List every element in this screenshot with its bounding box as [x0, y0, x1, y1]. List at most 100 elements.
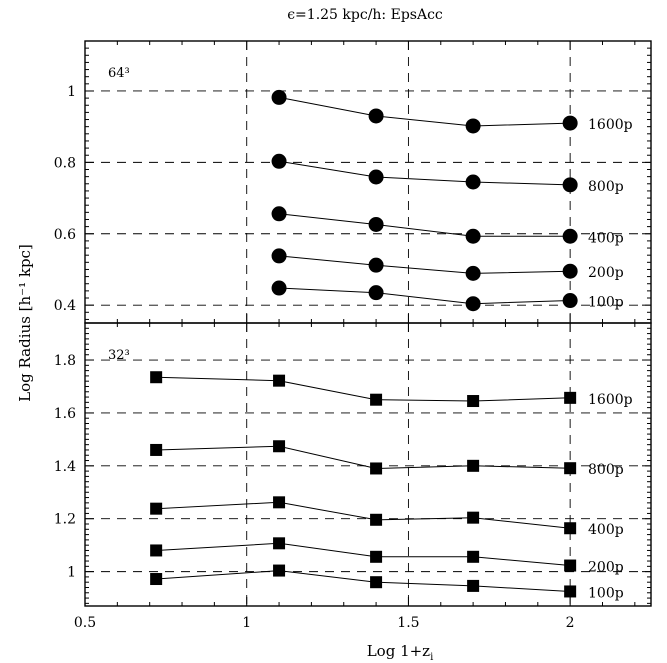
- series-label: 1600p: [588, 117, 633, 133]
- series-line: [279, 255, 571, 274]
- data-point: [465, 296, 481, 312]
- x-tick-label: 1: [242, 615, 251, 631]
- data-point: [271, 89, 287, 105]
- data-point: [150, 371, 163, 384]
- series-100p: 100p: [150, 564, 624, 601]
- data-point: [467, 459, 480, 472]
- y-axis-title: Log Radius [h⁻¹ kpc]: [16, 244, 34, 402]
- data-point: [370, 393, 383, 406]
- data-point: [150, 544, 163, 557]
- x-tick-label: 0.5: [74, 615, 96, 631]
- data-point: [562, 115, 578, 131]
- series-line: [156, 376, 571, 402]
- panel-frame: [84, 322, 652, 607]
- data-point: [273, 496, 286, 509]
- series-line: [279, 287, 571, 305]
- data-point: [564, 522, 577, 535]
- y-tick-label: 1.2: [54, 512, 76, 528]
- series-line: [156, 445, 571, 470]
- y-tick-label: 0.4: [54, 298, 76, 314]
- y-tick-label: 1.8: [54, 353, 76, 369]
- data-point: [562, 228, 578, 244]
- data-point: [465, 265, 481, 281]
- series-label: 400p: [588, 522, 624, 538]
- data-point: [150, 502, 163, 515]
- data-point: [271, 280, 287, 296]
- data-point: [465, 118, 481, 134]
- y-tick-label: 0.6: [54, 227, 76, 243]
- data-point: [564, 559, 577, 572]
- series-1600p: 1600p: [150, 371, 633, 408]
- series-line: [156, 542, 571, 566]
- x-tick-label: 1.5: [397, 615, 419, 631]
- series-200p: 200p: [271, 248, 624, 281]
- data-point: [273, 537, 286, 550]
- x-axis-title-subscript: i: [430, 652, 433, 663]
- series-400p: 400p: [150, 496, 624, 538]
- data-point: [562, 263, 578, 279]
- data-point: [467, 395, 480, 408]
- data-point: [271, 206, 287, 222]
- series-label: 100p: [588, 585, 624, 601]
- data-point: [370, 576, 383, 589]
- data-point: [273, 440, 286, 453]
- data-point: [370, 550, 383, 563]
- data-point: [150, 443, 163, 456]
- series-label: 800p: [588, 462, 624, 478]
- series-label: 400p: [588, 230, 624, 246]
- series-line: [279, 213, 571, 237]
- data-point: [564, 391, 577, 404]
- series-800p: 800p: [150, 440, 624, 478]
- data-point: [368, 285, 384, 301]
- x-tick-labels: 0.5 1 1.5 2: [74, 615, 575, 631]
- series-line: [156, 570, 571, 592]
- data-point: [368, 257, 384, 273]
- chart-title: ϵ=1.25 kpc/h: EpsAcc: [287, 7, 443, 23]
- x-axis-title: Log 1+zi: [367, 642, 434, 663]
- data-point: [467, 579, 480, 592]
- y-tick-label: 1.6: [54, 406, 76, 422]
- data-point: [562, 177, 578, 193]
- series-label: 1600p: [588, 392, 633, 408]
- series-200p: 200p: [150, 537, 624, 576]
- data-point: [465, 174, 481, 190]
- series-line: [156, 501, 571, 529]
- data-point: [368, 216, 384, 232]
- series-400p: 400p: [271, 206, 624, 246]
- data-point: [465, 228, 481, 244]
- data-point: [370, 462, 383, 475]
- y-tick-label: 1: [67, 84, 76, 100]
- x-tick-label: 2: [566, 615, 575, 631]
- series-line: [279, 96, 571, 127]
- data-point: [564, 462, 577, 475]
- series-800p: 800p: [271, 153, 624, 195]
- data-point: [562, 293, 578, 309]
- series-1600p: 1600p: [271, 89, 633, 134]
- series-line: [279, 160, 571, 186]
- data-point: [271, 153, 287, 169]
- data-point: [564, 585, 577, 598]
- data-point: [271, 248, 287, 264]
- series-label: 200p: [588, 560, 624, 576]
- data-point: [368, 108, 384, 124]
- data-point: [368, 169, 384, 185]
- y-tick-label: 0.8: [54, 155, 76, 171]
- panel-label: 32³: [108, 348, 130, 363]
- panel-label: 64³: [108, 66, 130, 81]
- series-100p: 100p: [271, 280, 624, 312]
- plot-panels: 0.4 0.6 0.8 1 64³ 1600p 800p 400p 200p 100p 1 1.2 1.…: [54, 40, 652, 607]
- panel-bottom: 1 1.2 1.4 1.6 1.8 32³ 1600p 800p 400p 200p 100p: [54, 322, 652, 607]
- series-label: 100p: [588, 295, 624, 311]
- y-tick-label: 1: [67, 565, 76, 581]
- y-tick-label: 1.4: [54, 459, 76, 475]
- data-point: [150, 573, 163, 586]
- data-point: [273, 564, 286, 577]
- data-point: [273, 374, 286, 387]
- panel-top: 0.4 0.6 0.8 1 64³ 1600p 800p 400p 200p 100p: [54, 40, 652, 324]
- data-point: [467, 511, 480, 524]
- x-axis-title-main: Log 1+z: [367, 642, 430, 660]
- data-point: [370, 513, 383, 526]
- data-point: [467, 550, 480, 563]
- series-label: 800p: [588, 179, 624, 195]
